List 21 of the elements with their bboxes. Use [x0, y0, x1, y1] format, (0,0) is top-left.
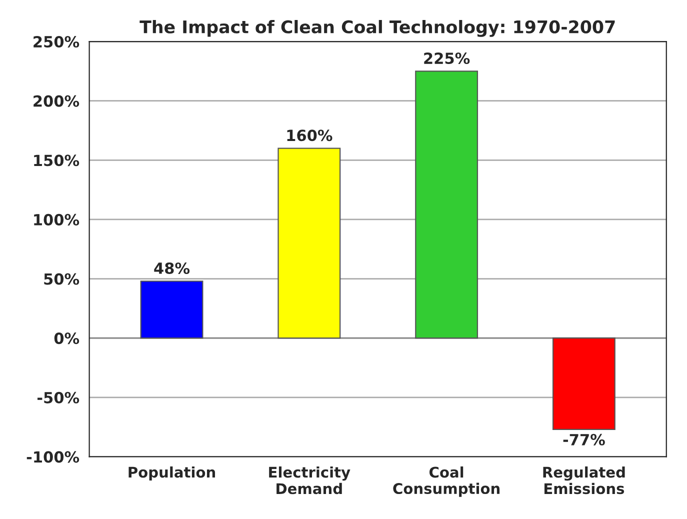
- y-tick-label: 100%: [34, 214, 80, 226]
- y-tick-label: 250%: [34, 36, 80, 48]
- bar: [140, 280, 204, 339]
- y-tick-label: 0%: [54, 332, 80, 344]
- x-tick-label: Population: [128, 466, 215, 481]
- bar: [278, 148, 341, 339]
- x-tick-label: Coal Consumption: [393, 466, 500, 497]
- chart-title: The Impact of Clean Coal Technology: 1970-2007: [140, 20, 615, 37]
- bar: [552, 338, 616, 430]
- data-label: 225%: [424, 52, 470, 64]
- x-tick-label: Electricity Demand: [269, 466, 350, 494]
- data-label: -77%: [563, 434, 605, 446]
- data-label: 160%: [287, 130, 332, 142]
- y-tick-label: 200%: [34, 95, 80, 107]
- y-tick-label: 50%: [44, 273, 80, 285]
- bar: [415, 70, 478, 339]
- y-tick-label: -100%: [26, 451, 80, 463]
- y-tick-label: -50%: [38, 392, 80, 404]
- data-label: 48%: [154, 262, 190, 274]
- x-tick-label: Regulated Emissions: [543, 466, 625, 494]
- y-tick-label: 150%: [34, 154, 80, 166]
